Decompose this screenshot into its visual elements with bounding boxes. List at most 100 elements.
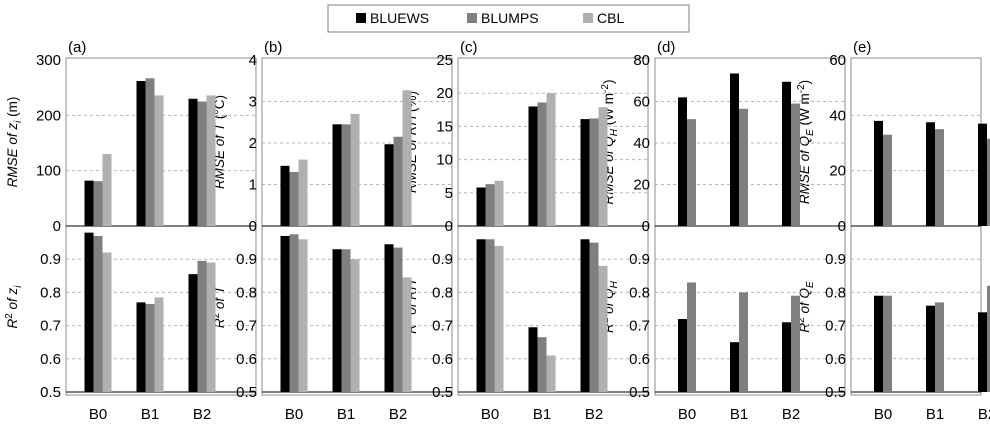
bar-b-top-b2-cbl	[402, 90, 412, 226]
bar-d-bottom-b2-bluews	[782, 322, 791, 392]
bar-b-top-b0-bluews	[280, 165, 290, 226]
ytick-label-c-top: 25	[436, 52, 453, 69]
xtick-label-b-b1: B1	[337, 406, 355, 423]
ytick-label-b-bottom: 0.9	[236, 251, 257, 268]
xtick-label-a-b1: B1	[141, 406, 159, 423]
bar-c-top-b2-blumps	[589, 118, 599, 226]
bar-a-top-b2-cbl	[206, 95, 216, 226]
ytick-label-c-bottom: 0.6	[432, 351, 453, 368]
legend-label-blumps: BLUMPS	[481, 10, 539, 26]
ytick-label-d-bottom: 0.6	[629, 351, 650, 368]
ylabel-b-top: RMSE of T (°C)	[212, 95, 227, 189]
bar-c-bottom-b0-blumps	[485, 239, 495, 392]
bar-a-top-b0-blumps	[93, 181, 103, 226]
xtick-label-e-b2: B2	[978, 406, 990, 423]
ytick-label-e-bottom: 0.9	[825, 251, 846, 268]
legend-swatch-cbl	[583, 13, 593, 23]
bar-d-top-b2-blumps	[791, 103, 800, 226]
xtick-label-e-b0: B0	[874, 406, 892, 423]
bar-c-top-b1-cbl	[546, 93, 556, 226]
bar-b-bottom-b2-bluews	[384, 244, 394, 392]
bar-d-top-b0-bluews	[678, 97, 687, 226]
bar-a-top-b2-blumps	[197, 101, 207, 226]
xtick-label-a-b0: B0	[89, 406, 107, 423]
bar-d-top-b0-blumps	[687, 119, 696, 226]
bar-c-bottom-b1-blumps	[537, 337, 547, 392]
bar-d-top-b2-bluews	[782, 81, 791, 226]
ytick-label-d-top: 0	[642, 218, 650, 235]
ylabel-a-top: RMSE of zi (m)	[5, 97, 24, 188]
ytick-label-b-top: 3	[249, 94, 257, 111]
ytick-label-e-top: 60	[829, 52, 846, 69]
bar-c-top-b0-bluews	[476, 187, 486, 226]
ytick-label-b-bottom: 0.8	[236, 284, 257, 301]
bar-a-top-b1-cbl	[154, 95, 164, 226]
ylabel-b-bottom: R2 of T	[211, 284, 227, 328]
ylabel-e-bottom: R2 of QE	[796, 281, 816, 333]
xtick-label-c-b0: B0	[481, 406, 499, 423]
bar-a-bottom-b2-bluews	[188, 274, 198, 392]
bar-c-bottom-b0-bluews	[476, 239, 486, 392]
xtick-label-e-b1: B1	[926, 406, 944, 423]
ytick-label-c-top: 15	[436, 118, 453, 135]
panel-label-d: (d)	[657, 39, 675, 56]
xtick-label-a-b2: B2	[193, 406, 211, 423]
bar-e-top-b0-bluews	[874, 120, 883, 226]
ylabel-a-top-unit: (m)	[5, 97, 20, 121]
ytick-label-b-bottom: 0.5	[236, 384, 257, 401]
ytick-label-d-bottom: 0.5	[629, 384, 650, 401]
ylabel-e-top: RMSE of QE (W m-2)	[796, 80, 816, 204]
ytick-label-d-top: 80	[633, 52, 650, 69]
ytick-label-e-bottom: 0.5	[825, 384, 846, 401]
bar-e-bottom-b2-blumps	[987, 285, 990, 392]
ytick-label-c-bottom: 0.8	[432, 284, 453, 301]
bar-a-bottom-b0-bluews	[84, 232, 94, 392]
xtick-label-d-b2: B2	[782, 406, 800, 423]
bar-b-bottom-b2-blumps	[393, 247, 403, 392]
ytick-label-b-top: 1	[249, 177, 257, 194]
bar-e-bottom-b1-bluews	[926, 305, 935, 392]
ytick-label-a-bottom: 0.6	[40, 351, 61, 368]
ytick-label-d-bottom: 0.7	[629, 318, 650, 335]
bar-b-bottom-b1-cbl	[350, 259, 360, 392]
ytick-label-b-top: 0	[249, 218, 257, 235]
bar-a-top-b0-cbl	[102, 154, 112, 226]
bar-e-bottom-b0-blumps	[883, 295, 892, 392]
bar-d-bottom-b1-bluews	[730, 342, 739, 392]
ytick-label-c-bottom: 0.5	[432, 384, 453, 401]
ytick-label-d-bottom: 0.9	[629, 251, 650, 268]
bar-a-top-b0-bluews	[84, 180, 94, 226]
bar-c-top-b2-bluews	[580, 119, 590, 226]
ytick-label-e-top: 20	[829, 163, 846, 180]
bar-b-top-b0-cbl	[298, 159, 308, 226]
bar-d-bottom-b2-blumps	[791, 295, 800, 392]
bar-b-top-b1-cbl	[350, 113, 360, 226]
xtick-label-b-b0: B0	[285, 406, 303, 423]
ytick-label-d-top: 40	[633, 135, 650, 152]
bar-c-top-b0-cbl	[494, 180, 504, 226]
xtick-label-c-b1: B1	[533, 406, 551, 423]
bar-a-bottom-b0-cbl	[102, 252, 112, 392]
bar-c-top-b0-blumps	[485, 184, 495, 226]
bar-d-bottom-b0-blumps	[687, 282, 696, 392]
xtick-label-d-b0: B0	[678, 406, 696, 423]
bar-b-top-b1-bluews	[332, 124, 342, 226]
bar-d-top-b1-bluews	[730, 73, 739, 226]
panel-label-c: (c)	[460, 39, 478, 56]
bar-b-top-b0-blumps	[289, 172, 299, 226]
bar-e-bottom-b0-bluews	[874, 295, 883, 392]
bar-c-bottom-b2-cbl	[598, 265, 608, 392]
ytick-label-b-bottom: 0.6	[236, 351, 257, 368]
bar-a-top-b1-blumps	[145, 78, 155, 226]
bar-d-bottom-b1-blumps	[739, 292, 748, 392]
ytick-label-b-bottom: 0.7	[236, 318, 257, 335]
ytick-label-e-bottom: 0.7	[825, 318, 846, 335]
ytick-label-c-bottom: 0.7	[432, 318, 453, 335]
legend-label-bluews: BLUEWS	[370, 10, 429, 26]
bar-a-bottom-b1-blumps	[145, 304, 155, 392]
legend-label-cbl: CBL	[597, 10, 624, 26]
ytick-label-c-top: 10	[436, 152, 453, 169]
bar-e-top-b1-blumps	[935, 129, 944, 226]
ytick-label-b-top: 4	[249, 52, 257, 69]
